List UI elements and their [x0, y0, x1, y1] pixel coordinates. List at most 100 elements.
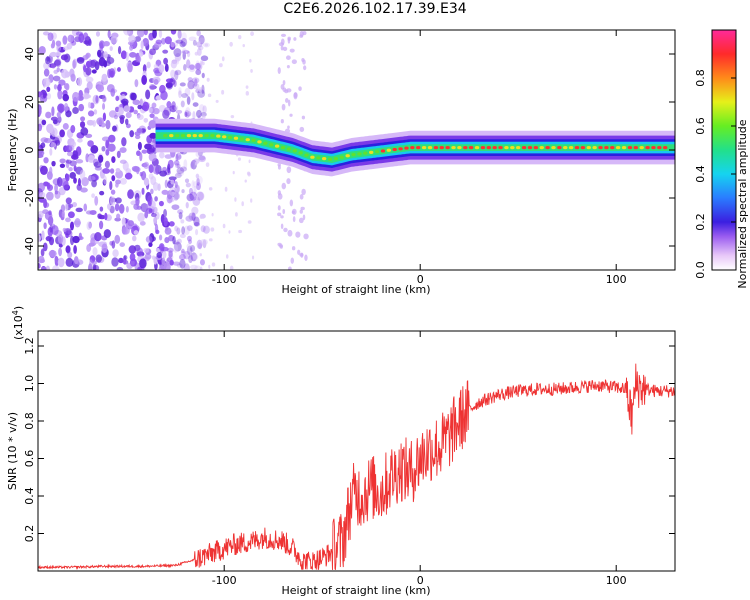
heatmap-cell — [187, 77, 193, 82]
heatmap-cell — [289, 48, 295, 53]
heatmap-cell — [298, 217, 304, 224]
heatmap-cell — [201, 72, 205, 79]
heatmap-cell — [248, 159, 251, 164]
heatmap-cell — [140, 40, 144, 50]
heatmap-cell — [202, 105, 207, 114]
heatmap-cell — [83, 203, 88, 212]
heatmap-ridge-peak — [298, 151, 303, 155]
heatmap-cell — [67, 34, 74, 43]
heatmap-cell — [57, 115, 62, 124]
heatmap-cell — [224, 186, 228, 192]
colorbar-gradient — [712, 30, 736, 270]
heatmap-cell — [46, 191, 54, 201]
heatmap-cell — [148, 120, 157, 129]
heatmap-ridge-peak — [504, 146, 509, 150]
heatmap-cell — [58, 247, 63, 257]
heatmap-cell — [68, 145, 75, 151]
heatmap-cell — [299, 194, 304, 200]
heatmap-cell — [211, 262, 216, 267]
heatmap-cell — [86, 81, 93, 90]
heatmap-cell — [201, 84, 205, 95]
heatmap-cell — [142, 37, 149, 47]
heatmap-cell — [127, 62, 133, 73]
y-tick-label: 1.0 — [23, 375, 36, 393]
heatmap-cell — [159, 170, 168, 177]
heatmap-cell — [200, 60, 204, 64]
heatmap-cell — [143, 247, 150, 253]
heatmap-cell — [280, 45, 284, 51]
heatmap-cell — [184, 87, 191, 97]
heatmap-cell — [177, 209, 184, 215]
heatmap-cell — [188, 239, 192, 245]
heatmap-cell — [111, 240, 116, 249]
heatmap-cell — [162, 49, 169, 54]
heatmap-cell — [238, 229, 243, 234]
heatmap-cell — [87, 140, 94, 147]
heatmap-cell — [158, 243, 165, 252]
heatmap-cell — [65, 217, 71, 223]
heatmap-cell — [72, 150, 79, 158]
heatmap-cell — [103, 175, 107, 185]
heatmap-cell — [191, 92, 195, 101]
heatmap-ridge-peak — [433, 146, 439, 150]
line-marks — [38, 363, 675, 571]
heatmap-ridge-band — [155, 132, 675, 163]
heatmap-cell — [114, 234, 121, 244]
heatmap-cell — [54, 255, 58, 263]
heatmap-cell — [40, 165, 48, 175]
heatmap-cell — [132, 99, 141, 106]
heatmap-cell — [183, 263, 190, 270]
heatmap-cell — [41, 119, 47, 126]
heatmap-cell — [57, 234, 64, 244]
heatmap-cell — [48, 210, 52, 216]
heatmap-cell — [40, 142, 46, 149]
heatmap-cell — [229, 265, 234, 270]
heatmap-cell — [183, 250, 191, 260]
heatmap-cell — [123, 105, 131, 113]
heatmap-cell — [43, 222, 47, 230]
heatmap-cell — [229, 41, 233, 47]
heatmap-cell — [76, 57, 85, 64]
heatmap-cell — [53, 69, 58, 74]
heatmap-cell — [154, 196, 158, 202]
heatmap-cell — [181, 189, 185, 194]
heatmap-cell — [129, 253, 136, 262]
heatmap-cell — [176, 227, 181, 235]
heatmap-cell — [143, 117, 149, 123]
heatmap-ridge-peak — [480, 146, 486, 150]
heatmap-cell — [135, 134, 141, 140]
heatmap-cell — [152, 30, 157, 39]
heatmap-cell — [62, 122, 69, 130]
heatmap-cell — [129, 45, 134, 51]
heatmap-cell — [151, 102, 157, 109]
y-multiplier: (x104) — [11, 306, 26, 340]
heatmap-cell — [219, 63, 223, 68]
heatmap-cell — [205, 162, 210, 167]
heatmap-cell — [129, 52, 137, 58]
heatmap-cell — [121, 98, 129, 106]
heatmap-cell — [287, 229, 293, 237]
heatmap-cell — [192, 254, 199, 260]
heatmap-cell — [149, 113, 155, 118]
heatmap-cell — [72, 91, 80, 102]
heatmap-cell — [49, 224, 53, 233]
heatmap-cell — [193, 181, 198, 188]
heatmap-cell — [46, 123, 54, 134]
heatmap-cell — [291, 208, 297, 215]
heatmap-cell — [179, 82, 186, 87]
heatmap-cell — [188, 63, 196, 73]
heatmap-cell — [186, 111, 192, 117]
heatmap-cell — [173, 244, 178, 253]
heatmap-cell — [175, 109, 183, 114]
heatmap-ridge-peak — [627, 146, 633, 150]
heatmap-cell — [182, 50, 186, 60]
heatmap-cell — [83, 65, 87, 73]
heatmap-cell — [51, 160, 56, 167]
heatmap-ridge-peak — [457, 146, 462, 150]
heatmap-cell — [52, 75, 61, 82]
heatmap-ridge-peak — [216, 134, 221, 138]
heatmap-cell — [169, 186, 177, 197]
heatmap-ridge-peak — [651, 146, 656, 150]
heatmap-cell — [139, 171, 143, 177]
heatmap-cell — [146, 61, 151, 69]
